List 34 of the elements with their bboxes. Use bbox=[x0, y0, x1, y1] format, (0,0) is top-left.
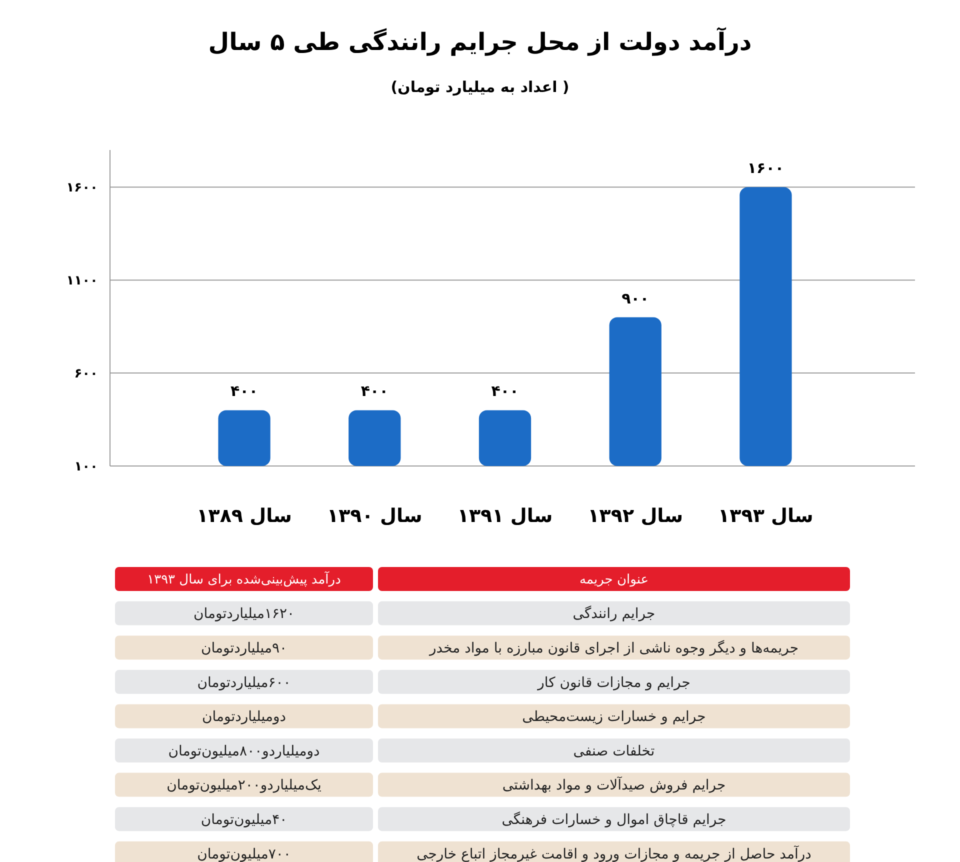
text: جرایم فروش صیدآلات و مواد بهداشتی bbox=[502, 776, 726, 794]
data-label: ۴۰۰ bbox=[360, 382, 388, 400]
y-tick-label: ۶۰۰ bbox=[74, 366, 98, 382]
text: ۱۶۲۰میلیاردتومان bbox=[193, 606, 295, 622]
y-tick-label: ۱۶۰۰ bbox=[66, 180, 98, 196]
data-label: ۱۶۰۰ bbox=[747, 159, 784, 178]
text: دومیلیاردتومان bbox=[202, 709, 286, 726]
text: جرایم و مجازات قانون کار bbox=[536, 674, 690, 691]
x-tick-label: سال ۱۳۹۳ bbox=[718, 505, 814, 527]
text: ۶۰۰میلیاردتومان bbox=[197, 674, 291, 691]
text: جریمه‌ها و دیگر وجوه ناشی از اجرای قانون مبارزه با مواد مخدر bbox=[428, 640, 799, 656]
chart-title: درآمد دولت از محل جرایم رانندگی طی ۵ سال bbox=[208, 27, 752, 56]
data-label: ۴۰۰ bbox=[230, 382, 258, 400]
text: ۹۰میلیاردتومان bbox=[200, 640, 288, 656]
text: درآمد پیش‌بینی‌شده برای سال ۱۳۹۳ bbox=[147, 570, 342, 588]
x-tick-label: سال ۱۳۹۱ bbox=[457, 505, 553, 527]
y-tick-label: ۱۱۰۰ bbox=[66, 274, 98, 289]
text: جرایم و خسارات زیست‌محیطی bbox=[522, 709, 706, 726]
x-tick-label: سال ۱۳۹۰ bbox=[326, 505, 422, 527]
text: عنوان جریمه bbox=[580, 572, 648, 588]
y-tick-label: ۱۰۰ bbox=[74, 460, 98, 475]
x-tick-label: سال ۱۳۹۲ bbox=[588, 505, 684, 527]
text: ۷۰۰میلیون‌تومان bbox=[197, 846, 291, 862]
chart-subtitle: ( اعداد به میلیارد تومان) bbox=[390, 78, 570, 96]
text: درآمد حاصل از جریمه و مجازات ورود و اقامت غیرمجاز اتباع خارجی bbox=[416, 844, 812, 862]
data-label: ۹۰۰ bbox=[622, 289, 650, 308]
text: جرایم رانندگی bbox=[572, 605, 656, 622]
text: دومیلیاردو۸۰۰میلیون‌تومان bbox=[168, 743, 320, 760]
data-label: ۴۰۰ bbox=[491, 382, 519, 400]
text: جرایم قاچاق اموال و خسارات فرهنگی bbox=[502, 811, 726, 828]
text: یک‌میلیاردو۲۰۰میلیون‌تومان bbox=[166, 778, 322, 794]
x-tick-label: سال ۱۳۸۹ bbox=[196, 505, 292, 527]
text: ۴۰میلیون‌تومان bbox=[200, 812, 288, 828]
text: تخلفات صنفی bbox=[573, 743, 655, 760]
